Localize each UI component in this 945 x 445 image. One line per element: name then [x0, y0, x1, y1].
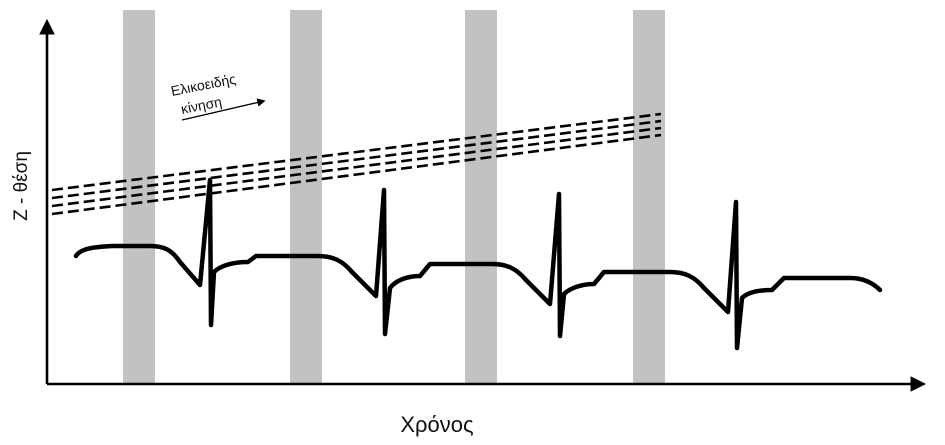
acquisition-bands: [123, 10, 665, 385]
acquisition-band-2: [290, 10, 322, 385]
trajectory-line-3: [51, 126, 662, 208]
x-axis-label: Χρόνος: [400, 412, 473, 437]
acquisition-band-4: [633, 10, 665, 385]
trajectory-line-1: [51, 112, 662, 192]
ecg-waveform: [73, 177, 883, 351]
acquisition-band-3: [465, 10, 497, 385]
axes: [39, 18, 927, 392]
helical-motion-arrow: [181, 98, 266, 121]
trajectory-line-2: [51, 119, 662, 200]
acquisition-band-1: [123, 10, 155, 385]
trajectory-line-4: [51, 133, 662, 216]
y-axis-label: Z - θέση: [11, 151, 32, 221]
annotation-line-2: κίνηση: [180, 93, 224, 117]
annotation-line-1: Ελικοειδής: [170, 71, 238, 99]
helical-trajectory: [51, 112, 662, 216]
